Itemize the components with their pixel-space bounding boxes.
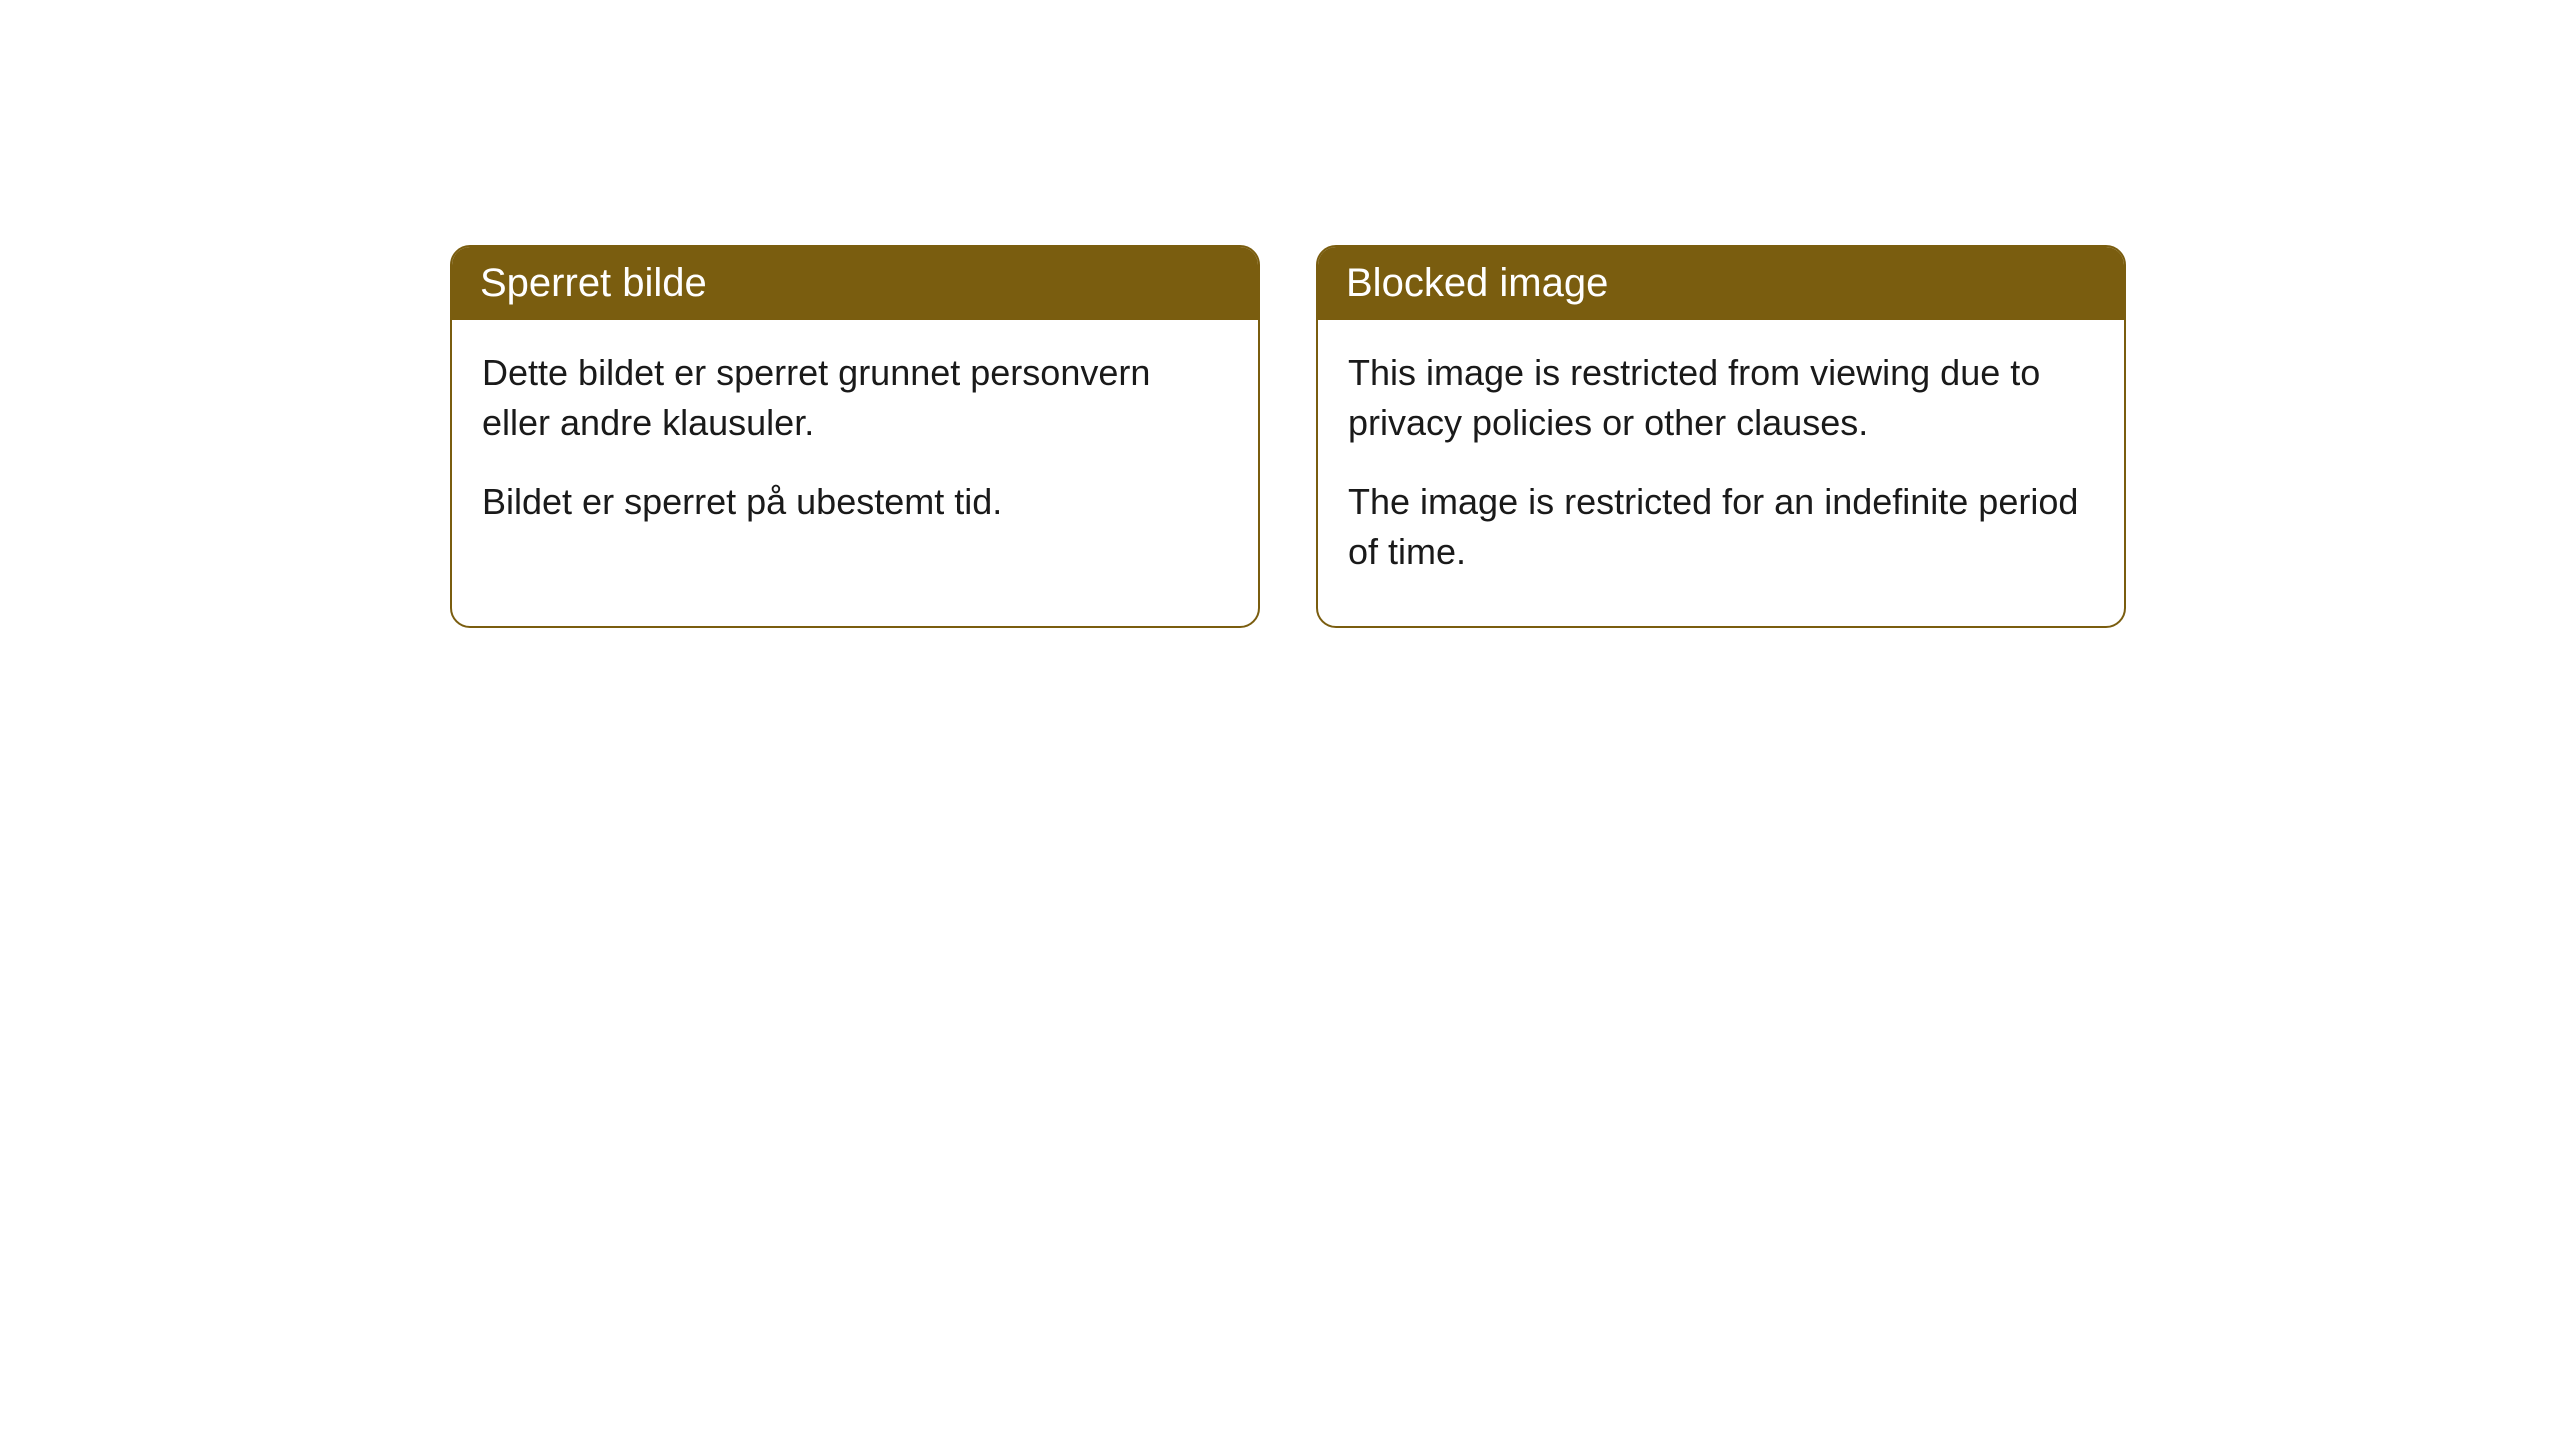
card-body-english: This image is restricted from viewing du…: [1318, 320, 2124, 626]
card-body-norwegian: Dette bildet er sperret grunnet personve…: [452, 320, 1258, 575]
card-paragraph: This image is restricted from viewing du…: [1348, 348, 2094, 449]
blocked-image-card-english: Blocked image This image is restricted f…: [1316, 245, 2126, 628]
card-paragraph: Bildet er sperret på ubestemt tid.: [482, 477, 1228, 527]
notice-cards-container: Sperret bilde Dette bildet er sperret gr…: [0, 0, 2560, 628]
card-header-norwegian: Sperret bilde: [452, 247, 1258, 320]
card-paragraph: The image is restricted for an indefinit…: [1348, 477, 2094, 578]
blocked-image-card-norwegian: Sperret bilde Dette bildet er sperret gr…: [450, 245, 1260, 628]
card-header-english: Blocked image: [1318, 247, 2124, 320]
card-paragraph: Dette bildet er sperret grunnet personve…: [482, 348, 1228, 449]
